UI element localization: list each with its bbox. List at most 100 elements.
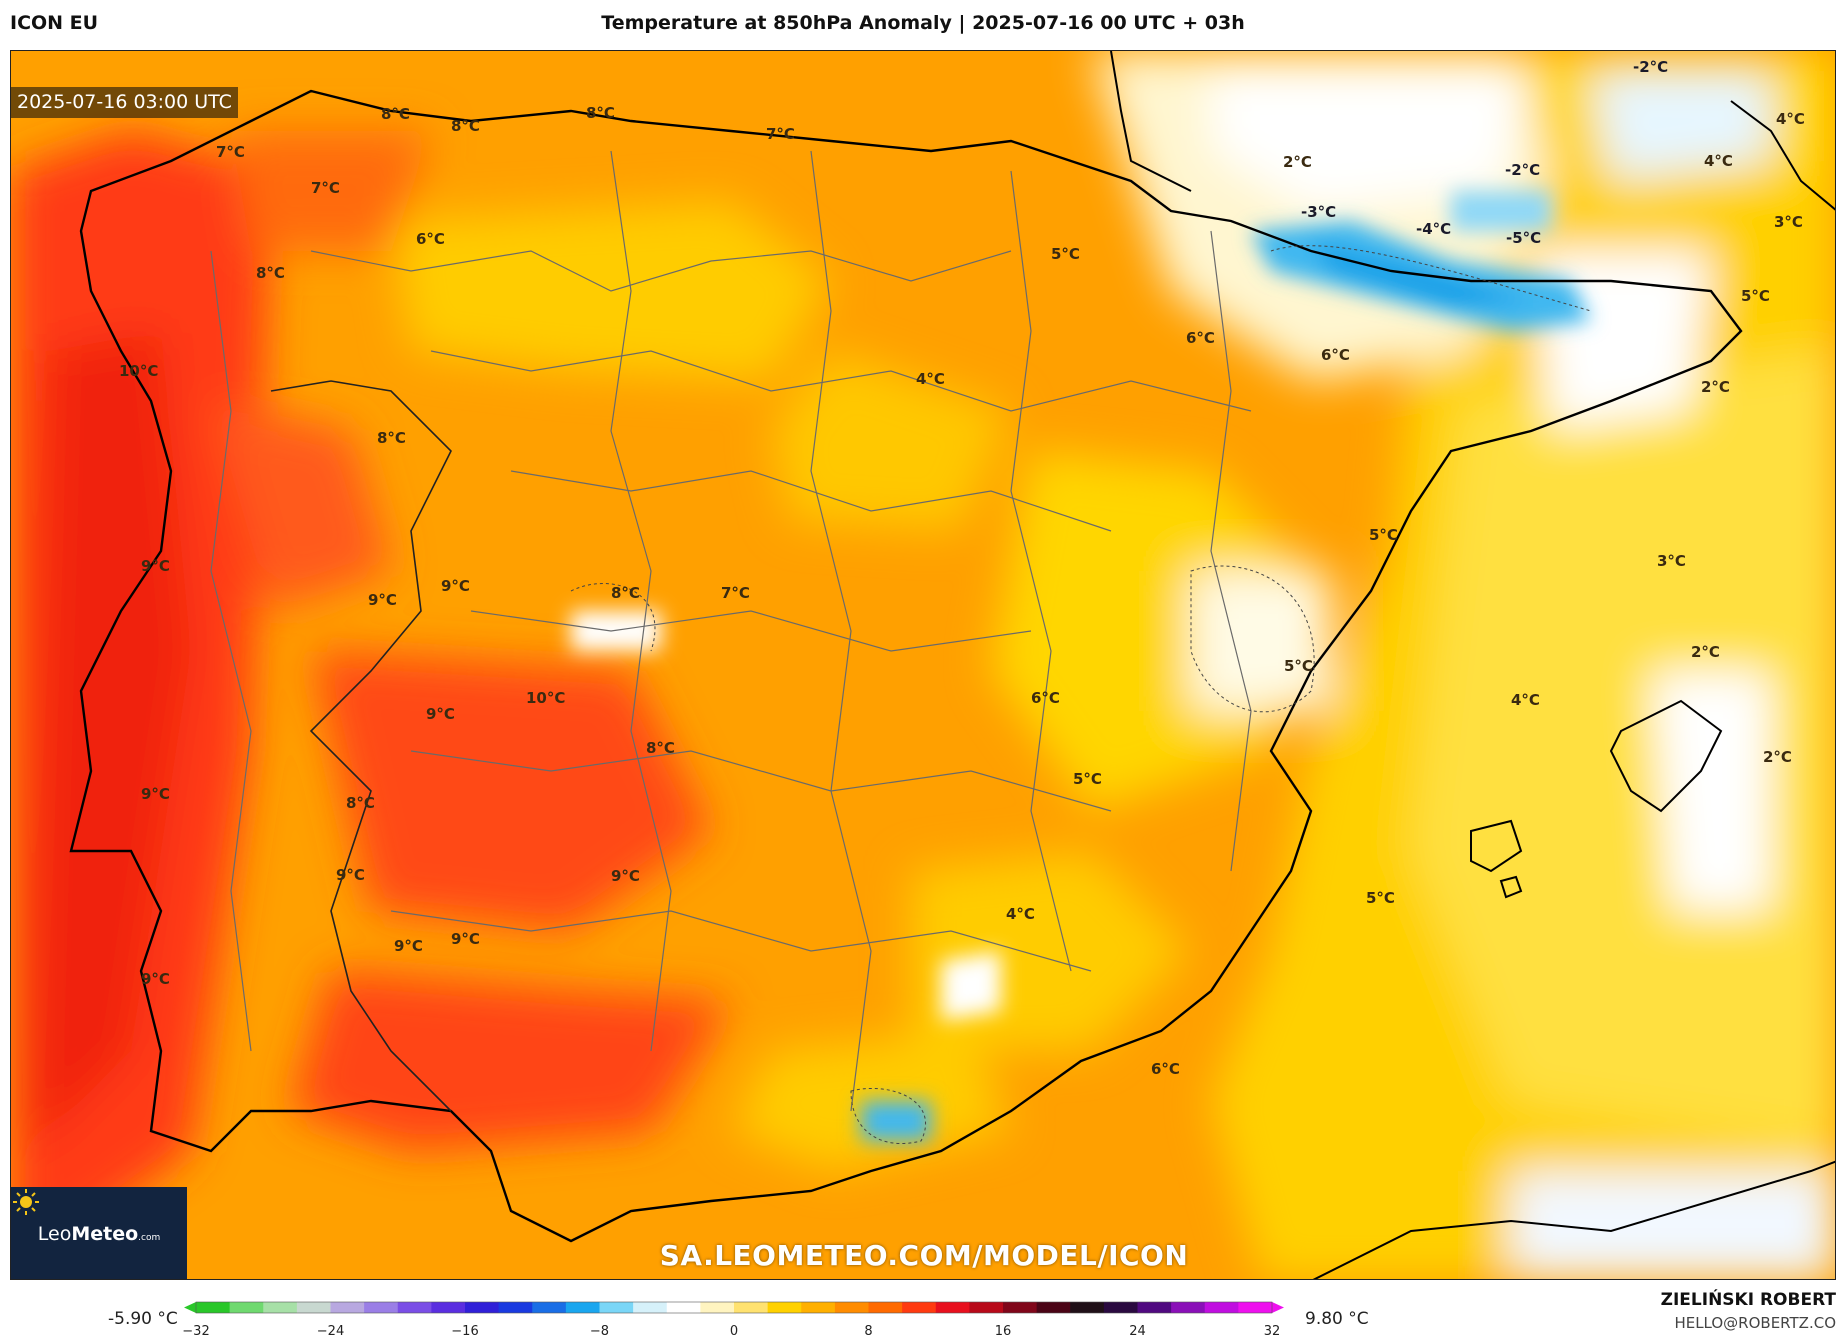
colorbar-cell: [834, 1302, 869, 1313]
author-name: ZIELIŃSKI ROBERT: [1660, 1290, 1836, 1310]
temp-label: 4°C: [1776, 110, 1805, 128]
temp-label: -2°C: [1633, 58, 1668, 76]
colorbar-cell: [263, 1302, 298, 1313]
colorbar-cell: [734, 1302, 769, 1313]
colorbar-cell: [397, 1302, 432, 1313]
colorbar-cell: [666, 1302, 701, 1313]
colorbar-tick-label: 24: [1129, 1324, 1146, 1339]
temp-label: 2°C: [1283, 153, 1312, 171]
temp-label: 10°C: [119, 362, 158, 380]
model-name: ICON EU: [10, 12, 99, 34]
colorbar-max-label: 9.80 °C: [1305, 1309, 1369, 1329]
author-email: HELLO@ROBERTZ.CO: [1674, 1314, 1836, 1332]
temp-label: 9°C: [141, 970, 170, 988]
colorbar-cell: [465, 1302, 500, 1313]
temp-label: 9°C: [141, 557, 170, 575]
temp-label: 8°C: [451, 117, 480, 135]
temp-label: 7°C: [311, 179, 340, 197]
colorbar-tick-label: −16: [451, 1324, 479, 1339]
temp-label: 8°C: [377, 429, 406, 447]
temp-label: 2°C: [1763, 748, 1792, 766]
temp-label: 5°C: [1741, 287, 1770, 305]
colorbar-cell: [1103, 1302, 1138, 1313]
temp-label: 3°C: [1774, 213, 1803, 231]
temp-label: 9°C: [441, 577, 470, 595]
temp-label: 7°C: [721, 584, 750, 602]
valid-time-badge: 2025-07-16 03:00 UTC: [11, 87, 238, 118]
colorbar-tick-label: 16: [994, 1324, 1012, 1339]
colorbar-cell: [364, 1302, 399, 1313]
temp-label: 9°C: [336, 866, 365, 884]
temp-label: -4°C: [1416, 220, 1451, 238]
colorbar-cell: [902, 1302, 937, 1313]
temp-label: 5°C: [1366, 889, 1395, 907]
temp-label: 4°C: [1006, 905, 1035, 923]
colorbar: [184, 1301, 1284, 1314]
sun-icon: [13, 1189, 39, 1215]
temp-label: -3°C: [1301, 203, 1336, 221]
temp-label: 8°C: [586, 104, 615, 122]
temp-label: 2°C: [1691, 643, 1720, 661]
temp-label: -5°C: [1506, 229, 1541, 247]
temp-label: 8°C: [611, 584, 640, 602]
colorbar-cell: [565, 1302, 600, 1313]
temp-label: 8°C: [346, 794, 375, 812]
temp-label: 9°C: [611, 867, 640, 885]
map-panel[interactable]: 8°C 8°C 8°C 7°C 7°C 7°C 6°C 8°C 10°C 8°C…: [10, 50, 1836, 1280]
colorbar-cell: [1204, 1302, 1239, 1313]
colorbar-frame: [195, 1301, 1273, 1314]
colorbar-tick-label: 0: [729, 1324, 739, 1339]
colorbar-cell: [1171, 1302, 1206, 1313]
colorbar-cell: [1003, 1302, 1038, 1313]
temp-label: 9°C: [426, 705, 455, 723]
colorbar-cell: [1036, 1302, 1071, 1313]
temp-label: 9°C: [394, 937, 423, 955]
colorbar-cell: [532, 1302, 567, 1313]
colorbar-max-arrow: [1272, 1302, 1284, 1313]
temp-label: 2°C: [1701, 378, 1730, 396]
temp-label: 6°C: [1031, 689, 1060, 707]
temperature-anomaly-map: 8°C 8°C 8°C 7°C 7°C 7°C 6°C 8°C 10°C 8°C…: [11, 51, 1835, 1279]
temp-label: 5°C: [1369, 526, 1398, 544]
colorbar-cell: [935, 1302, 970, 1313]
colorbar-cell: [1070, 1302, 1105, 1313]
colorbar-cell: [801, 1302, 836, 1313]
colorbar-cell: [969, 1302, 1004, 1313]
colorbar-cell: [229, 1302, 264, 1313]
colorbar-cell: [1137, 1302, 1172, 1313]
temp-label: 4°C: [1704, 152, 1733, 170]
colorbar-min-arrow: [184, 1302, 196, 1313]
colorbar-cell: [296, 1302, 331, 1313]
temp-label: 5°C: [1073, 770, 1102, 788]
colorbar-tick-label: −32: [182, 1324, 210, 1339]
temp-label: 4°C: [1511, 691, 1540, 709]
temp-label: 8°C: [646, 739, 675, 757]
colorbar-cell: [868, 1302, 903, 1313]
temp-label: 7°C: [766, 125, 795, 143]
colorbar-min-label: -5.90 °C: [108, 1309, 178, 1329]
leometeo-logo[interactable]: LeoMeteo.com: [11, 1187, 187, 1279]
colorbar-cell: [599, 1302, 634, 1313]
colorbar-cell: [767, 1302, 802, 1313]
temp-label: 5°C: [1051, 245, 1080, 263]
temp-label: 6°C: [416, 230, 445, 248]
temp-label: 4°C: [916, 370, 945, 388]
colorbar-tick-label: 8: [864, 1324, 873, 1339]
colorbar-cell: [633, 1302, 668, 1313]
colorbar-tick-label: −24: [316, 1324, 345, 1339]
temp-label: 10°C: [526, 689, 565, 707]
logo-wordmark: LeoMeteo.com: [37, 1223, 161, 1245]
source-url-watermark: SA.LEOMETEO.COM/MODEL/ICON: [659, 1239, 1189, 1272]
colorbar-cell: [330, 1302, 365, 1313]
temp-label: 6°C: [1151, 1060, 1180, 1078]
colorbar-cell: [1238, 1302, 1273, 1313]
colorbar-cell: [196, 1302, 231, 1313]
temp-label: 7°C: [216, 143, 245, 161]
temp-label: 9°C: [141, 785, 170, 803]
colorbar-tick-label: 32: [1263, 1324, 1281, 1339]
map-title: Temperature at 850hPa Anomaly | 2025-07-…: [601, 12, 1245, 34]
colorbar-cell: [431, 1302, 466, 1313]
temp-label: 8°C: [381, 105, 410, 123]
temp-label: 5°C: [1284, 657, 1313, 675]
temp-label: -2°C: [1505, 161, 1540, 179]
